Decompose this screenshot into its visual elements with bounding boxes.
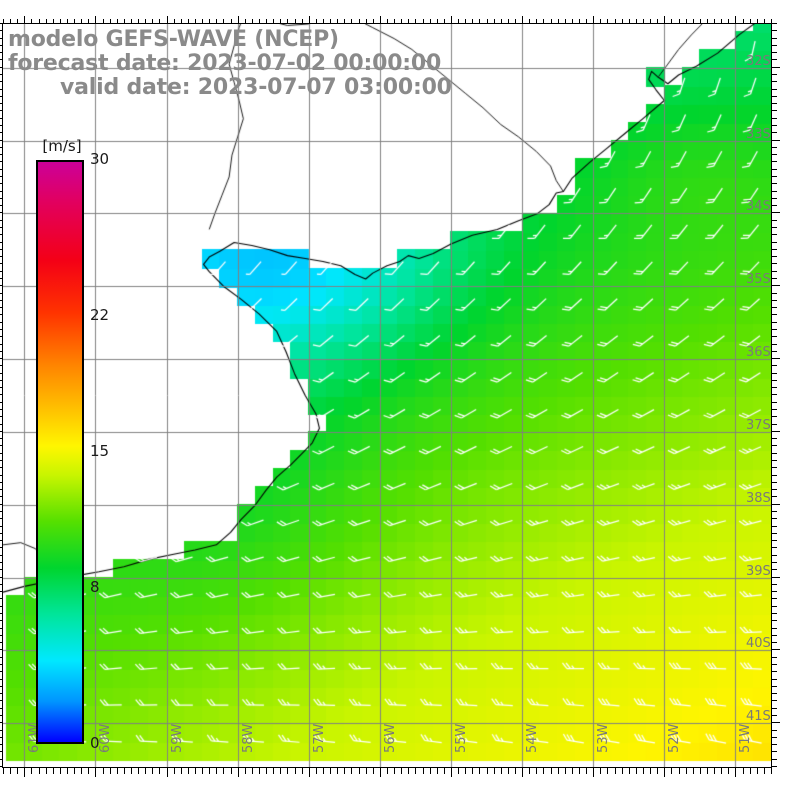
colorbar-group: [m/s] 30 22 15 8 0 bbox=[34, 138, 126, 778]
latitude-tick-label: 34S bbox=[746, 199, 771, 215]
longitude-tick-label: 53W bbox=[596, 723, 612, 753]
longitude-tick-label: 58W bbox=[240, 723, 256, 753]
latitude-tick-label: 33S bbox=[746, 126, 771, 142]
bottom-axis-ticks bbox=[2, 768, 772, 777]
graticule-layer bbox=[3, 24, 771, 767]
latitude-tick-label: 39S bbox=[746, 563, 771, 579]
longitude-tick-label: 56W bbox=[382, 723, 398, 753]
colorbar-tick-label: 8 bbox=[90, 578, 100, 597]
latitude-tick-label: 41S bbox=[746, 709, 771, 725]
latitude-tick-label: 36S bbox=[746, 345, 771, 361]
colorbar-tick-label: 22 bbox=[90, 305, 110, 324]
right-axis-ticks bbox=[771, 23, 780, 768]
longitude-tick-label: 55W bbox=[454, 723, 469, 753]
colorbar-tick-label: 30 bbox=[90, 150, 110, 168]
latitude-tick-label: 35S bbox=[746, 272, 771, 288]
latitude-tick-label: 38S bbox=[746, 490, 771, 506]
latitude-tick-label: 40S bbox=[746, 636, 771, 652]
plot-frame bbox=[2, 23, 772, 768]
longitude-tick-label: 54W bbox=[525, 723, 541, 753]
longitude-tick-label: 51W bbox=[738, 723, 754, 753]
latitude-tick-label: 37S bbox=[746, 417, 771, 433]
colorbar-tick-label: 0 bbox=[90, 734, 100, 752]
colorbar-tick-label: 15 bbox=[90, 442, 110, 460]
left-axis-ticks bbox=[0, 23, 3, 768]
colorbar-unit-label: [m/s] bbox=[42, 137, 82, 155]
top-axis-ticks bbox=[2, 16, 772, 24]
colorbar-gradient bbox=[36, 160, 84, 744]
longitude-tick-label: 59W bbox=[169, 723, 185, 753]
longitude-tick-label: 52W bbox=[667, 723, 683, 753]
latitude-tick-label: 32S bbox=[746, 53, 771, 69]
longitude-tick-label: 57W bbox=[311, 723, 327, 753]
